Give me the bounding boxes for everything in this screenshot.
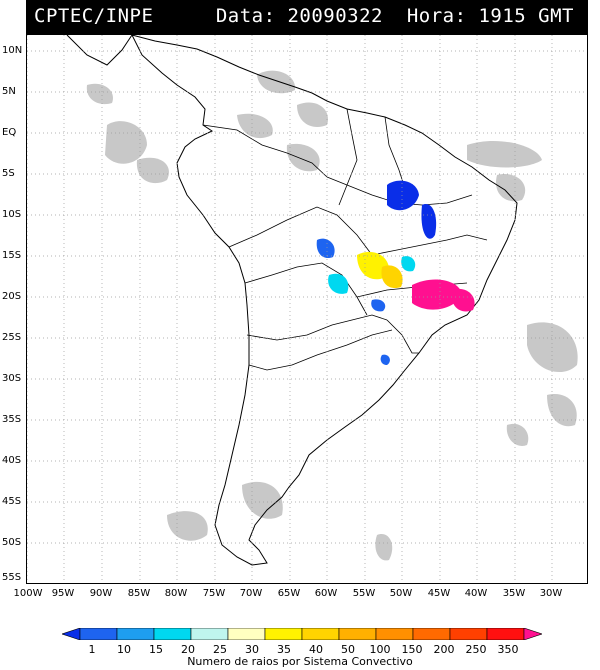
lightning-clusters (316, 180, 475, 365)
color-scale-cell (412, 628, 451, 640)
cloud-cover (86, 70, 578, 561)
lon-label: 45W (427, 588, 451, 599)
lon-label: 60W (314, 588, 338, 599)
scale-tick: 10 (117, 643, 131, 656)
lat-label: EQ (2, 127, 17, 138)
lat-label: 5S (2, 168, 15, 179)
lat-label: 50S (2, 537, 22, 548)
color-scale-cell (153, 628, 192, 640)
graticule (27, 35, 587, 583)
date-time-label: Data: 20090322 Hora: 1915 GMT (215, 5, 574, 27)
lon-label: 55W (352, 588, 376, 599)
country-borders (202, 108, 488, 371)
lat-label: 55S (2, 572, 22, 583)
color-scale-cell (523, 628, 542, 640)
lon-label: 85W (127, 588, 151, 599)
color-scale-cell (338, 628, 377, 640)
scale-tick: 50 (341, 643, 355, 656)
color-scale-cell (190, 628, 229, 640)
color-scale-cell (449, 628, 488, 640)
color-scale-cell (486, 628, 525, 640)
lat-label: 10N (2, 45, 23, 56)
scale-tick: 100 (369, 643, 391, 656)
organization-label: CPTEC/INPE (34, 5, 154, 27)
color-scale-cell (62, 628, 81, 640)
scale-tick: 30 (245, 643, 259, 656)
lat-label: 45S (2, 496, 22, 507)
coastline (66, 35, 518, 566)
scale-tick: 350 (497, 643, 519, 656)
scale-tick: 1 (88, 643, 96, 656)
scale-tick: 15 (149, 643, 163, 656)
lat-label: 15S (2, 250, 22, 261)
color-scale-cell (301, 628, 340, 640)
color-scale-bar (62, 628, 542, 640)
lon-label: 40W (464, 588, 488, 599)
lon-label: 65W (277, 588, 301, 599)
color-scale-cell (227, 628, 266, 640)
lon-label: 50W (389, 588, 413, 599)
scale-tick: 20 (181, 643, 195, 656)
lat-label: 35S (2, 414, 22, 425)
lon-label: 75W (202, 588, 226, 599)
color-scale-cell (79, 628, 118, 640)
lat-label: 40S (2, 455, 22, 466)
lon-label: 80W (164, 588, 188, 599)
lon-label: 90W (89, 588, 113, 599)
lat-label: 30S (2, 373, 22, 384)
map-panel (26, 34, 588, 584)
lon-label: 35W (502, 588, 526, 599)
scale-tick: 40 (309, 643, 323, 656)
lat-label: 25S (2, 332, 22, 343)
lon-label: 70W (239, 588, 263, 599)
lat-label: 10S (2, 209, 22, 220)
lon-label: 30W (539, 588, 563, 599)
map-header: CPTEC/INPE Data: 20090322 Hora: 1915 GMT (26, 0, 588, 34)
scale-tick: 250 (465, 643, 487, 656)
lat-label: 20S (2, 291, 22, 302)
color-scale-cell (264, 628, 303, 640)
color-scale-cell (116, 628, 155, 640)
map-canvas (27, 35, 587, 583)
lon-label: 95W (51, 588, 75, 599)
scale-tick: 25 (213, 643, 227, 656)
scale-tick: 200 (433, 643, 455, 656)
color-scale-caption: Numero de raios por Sistema Convectivo (187, 655, 413, 668)
scale-tick: 150 (401, 643, 423, 656)
lat-label: 5N (2, 86, 16, 97)
scale-tick: 35 (277, 643, 291, 656)
lon-label: 100W (13, 588, 43, 599)
color-scale-cell (375, 628, 414, 640)
